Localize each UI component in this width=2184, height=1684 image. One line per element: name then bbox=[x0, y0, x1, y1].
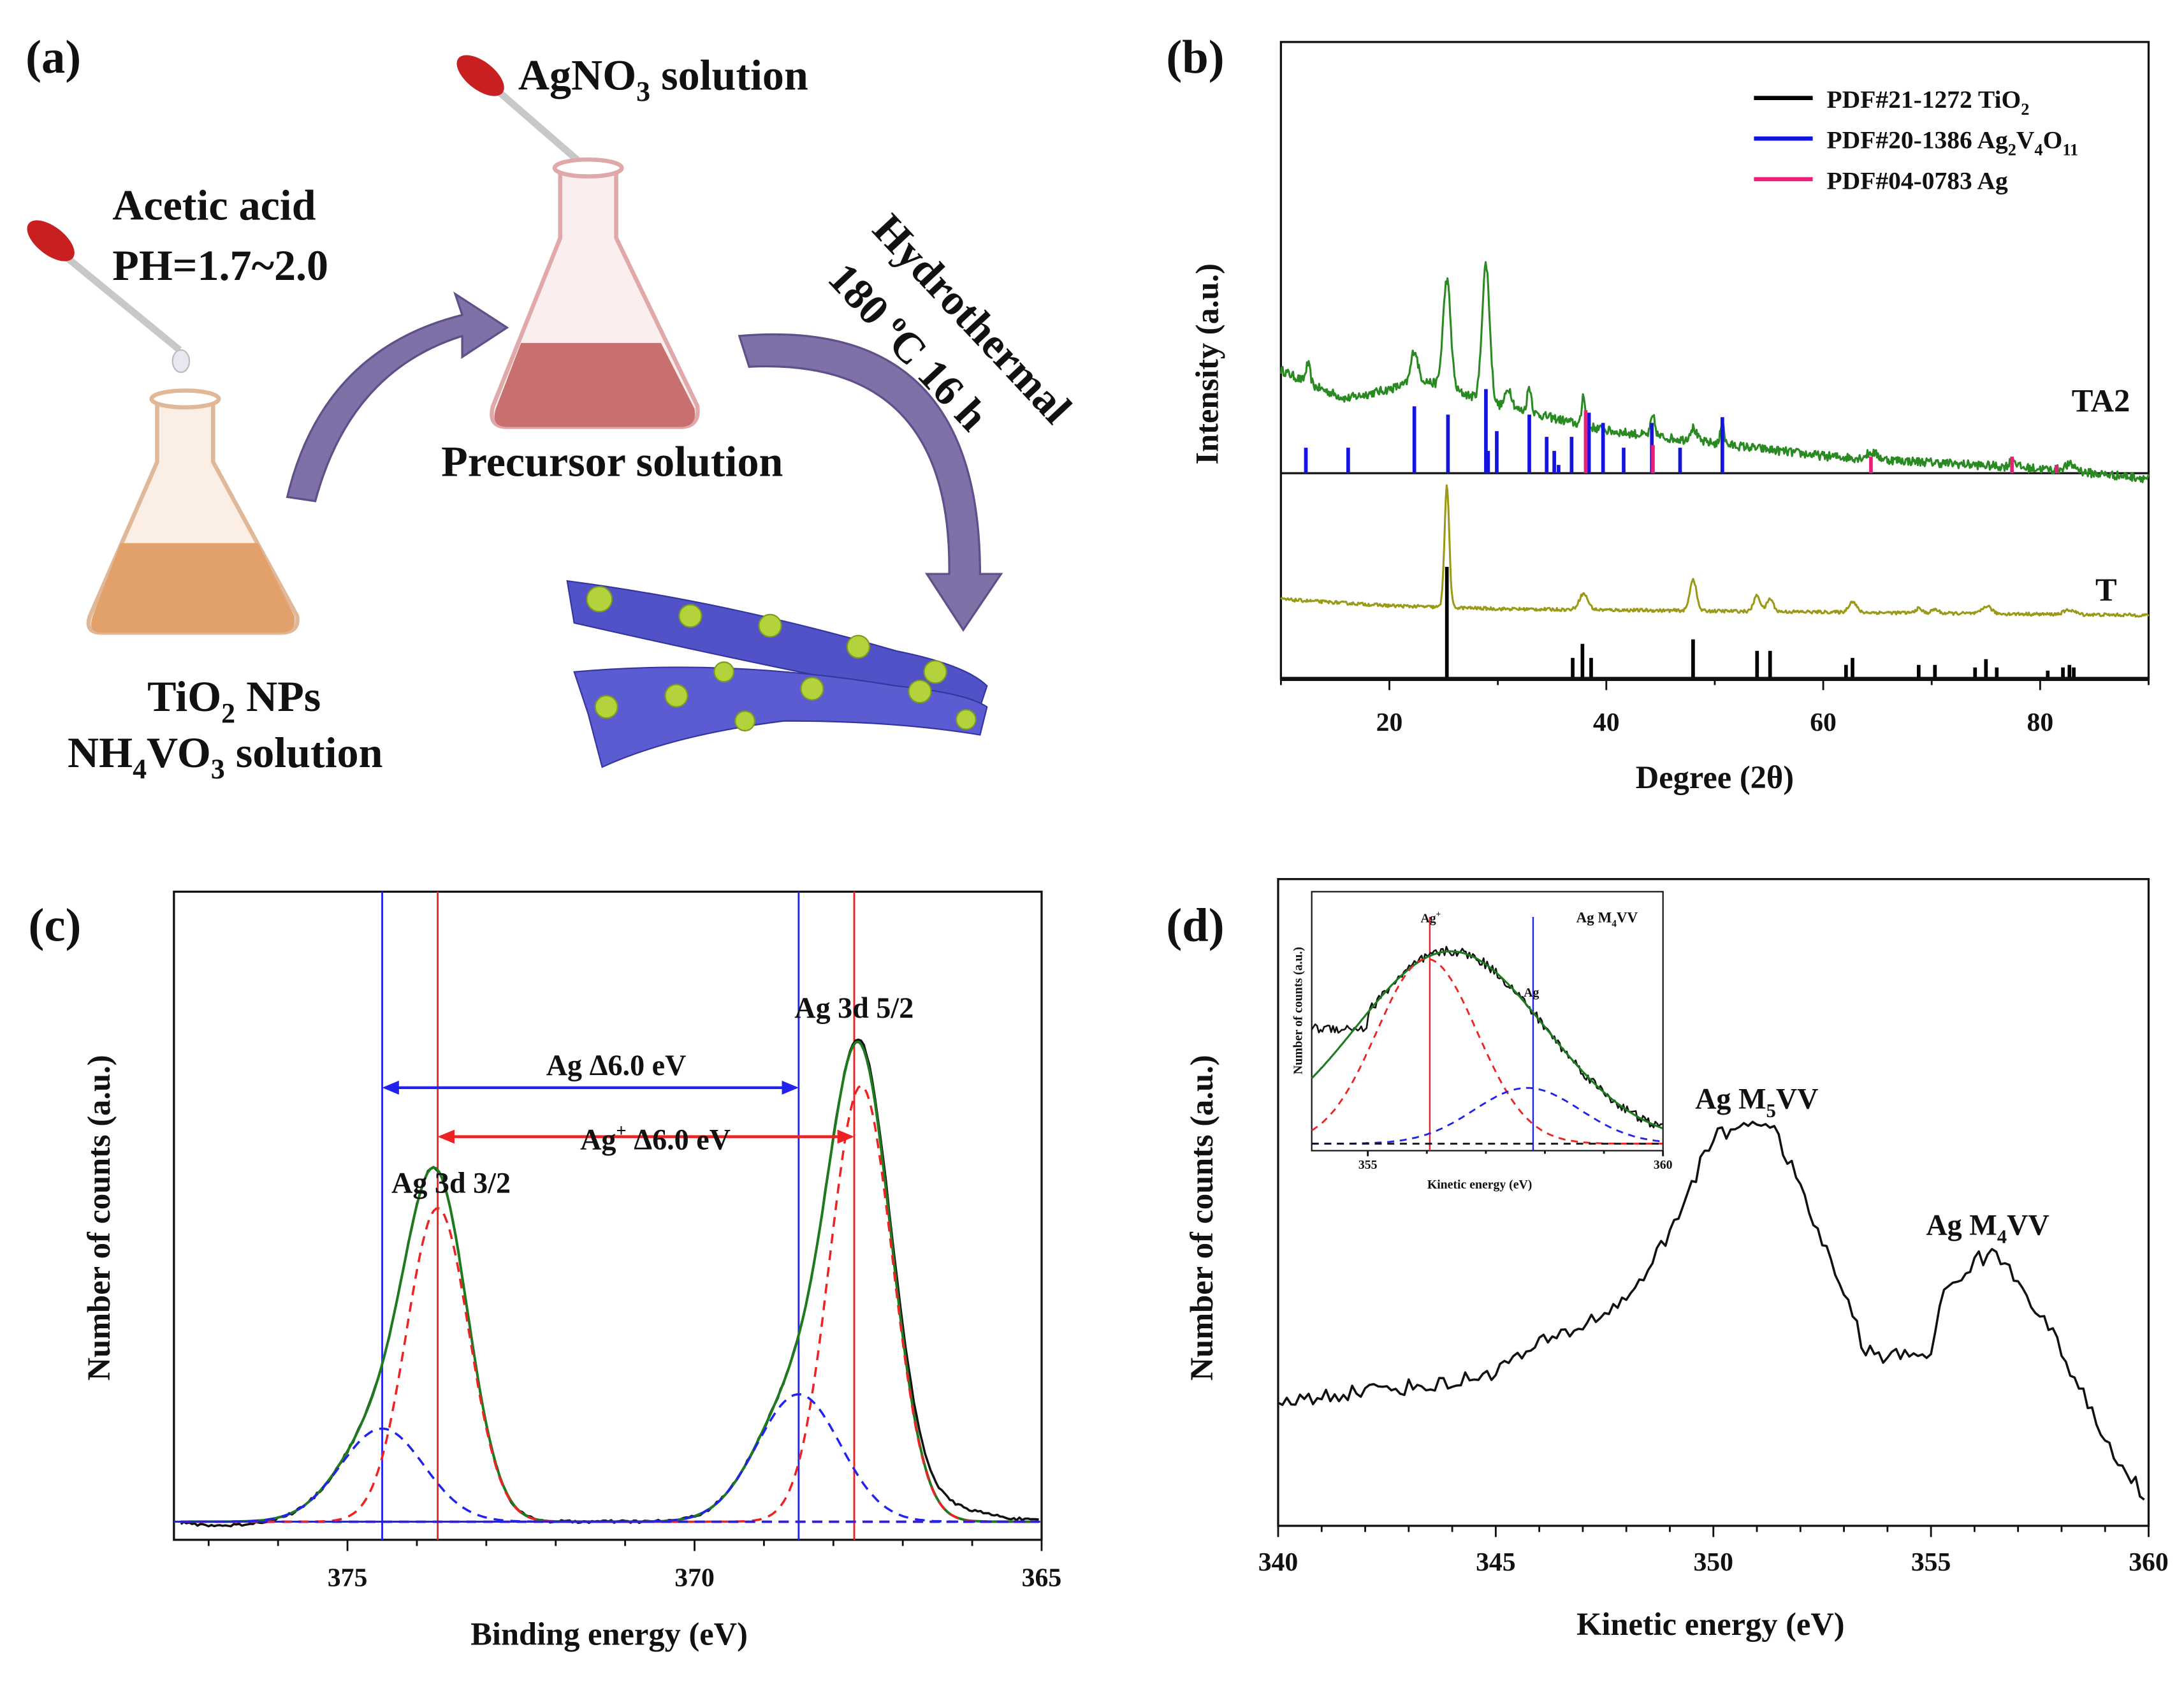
nanobelt-illustration bbox=[566, 580, 988, 768]
inset-ag-label: Ag bbox=[1524, 986, 1539, 1000]
inset-fit-line bbox=[1311, 950, 1663, 1129]
ph-label: PH=1.7~2.0 bbox=[112, 241, 328, 289]
legend: PDF#21-1272 TiO2 PDF#20-1386 Ag2V4O11 PD… bbox=[1754, 85, 2078, 194]
auger-spectrum-line bbox=[1278, 1120, 2145, 1501]
panel-d-inset-chart: Kinetic energy (eV) Number of counts (a.u… bbox=[1291, 891, 1673, 1192]
flask-precursor-icon bbox=[490, 157, 700, 429]
inset-title: Ag M4VV bbox=[1576, 909, 1638, 930]
x-tick-label: 20 bbox=[1376, 708, 1403, 737]
peak-label-m4vv: Ag M4VV bbox=[1926, 1208, 2049, 1247]
series-line-ta2 bbox=[1279, 261, 2150, 483]
component-red-dashed-line bbox=[180, 1207, 1039, 1523]
inset-y-axis-label: Number of counts (a.u.) bbox=[1291, 947, 1305, 1074]
x-tick-label: 370 bbox=[674, 1563, 715, 1592]
x-tick-label: 350 bbox=[1693, 1548, 1733, 1577]
fit-envelope-line bbox=[180, 1040, 1039, 1523]
panel-label-b: (b) bbox=[1166, 31, 1224, 84]
nh4vo3-solution-label: NH4VO3 solution bbox=[68, 728, 382, 785]
precursor-solution-label: Precursor solution bbox=[441, 437, 783, 485]
inset-x-axis-label: Kinetic energy (eV) bbox=[1427, 1178, 1532, 1192]
panel-c-xps-chart: (c) Binding energy (eV) Number of counts… bbox=[29, 890, 1062, 1652]
x-axis-label: Degree (2θ) bbox=[1636, 759, 1794, 795]
x-tick-label: 365 bbox=[1022, 1563, 1062, 1592]
x-tick-label: 360 bbox=[2129, 1548, 2169, 1577]
legend-entry-ag2v4o11: PDF#20-1386 Ag2V4O11 bbox=[1827, 126, 2079, 159]
series-line-t bbox=[1280, 484, 2150, 618]
ag-splitting-label: Ag Δ6.0 eV bbox=[546, 1049, 687, 1081]
plot-frame bbox=[173, 890, 1043, 1541]
x-tick-label: 40 bbox=[1593, 708, 1620, 737]
peak-label-3d32: Ag 3d 3/2 bbox=[391, 1166, 511, 1199]
agno3-solution-label: AgNO3 solution bbox=[518, 51, 808, 108]
peak-label-3d52: Ag 3d 5/2 bbox=[794, 992, 914, 1024]
series-label-t: T bbox=[2095, 572, 2117, 608]
x-tick-label: 375 bbox=[328, 1563, 368, 1592]
panel-c-annotations: Ag 3d 3/2 Ag 3d 5/2 Ag Δ6.0 eV Ag+ Δ6.0 … bbox=[391, 992, 914, 1199]
x-axis-label: Kinetic energy (eV) bbox=[1576, 1606, 1845, 1642]
panel-b-xrd-chart: (b) Degree (2θ) Intensity (a.u.) PDF#21-12… bbox=[1166, 31, 2150, 795]
panel-label-a: (a) bbox=[25, 31, 81, 84]
y-axis-label: Number of counts (a.u.) bbox=[1184, 1055, 1219, 1380]
curved-arrow-icon bbox=[738, 333, 1003, 632]
x-tick-label: 345 bbox=[1476, 1548, 1516, 1577]
inset-frame bbox=[1311, 891, 1664, 1152]
inset-agplus-label: Ag+ bbox=[1420, 909, 1441, 926]
legend-entry-ag: PDF#04-0783 Ag bbox=[1827, 166, 2008, 194]
panel-label-c: (c) bbox=[29, 898, 82, 951]
y-axis-label: Intensity (a.u.) bbox=[1190, 263, 1225, 465]
peak-label-m5vv: Ag M5VV bbox=[1695, 1083, 1818, 1122]
legend-entry-tio2: PDF#21-1272 TiO2 bbox=[1827, 85, 2030, 119]
x-tick-label: 355 bbox=[1911, 1548, 1951, 1577]
measured-spectrum-line bbox=[180, 1038, 1039, 1528]
component-blue-dashed-line bbox=[180, 1427, 1039, 1523]
acetic-acid-label: Acetic acid bbox=[112, 181, 316, 230]
y-axis-label: Number of counts (a.u.) bbox=[81, 1055, 117, 1380]
panel-d-auger-chart: (d) Kinetic energy (eV) Number of counts (… bbox=[1166, 878, 2169, 1642]
dropper-icon bbox=[27, 220, 191, 374]
x-tick-label: 360 bbox=[1654, 1158, 1673, 1172]
panel-a-schematic: (a) Ag bbox=[25, 31, 1081, 785]
x-tick-label: 355 bbox=[1358, 1158, 1378, 1172]
x-tick-label: 80 bbox=[2027, 708, 2053, 737]
x-axis-label: Binding energy (eV) bbox=[470, 1616, 748, 1652]
inset-red-dashed-line bbox=[1311, 958, 1663, 1145]
panel-label-d: (d) bbox=[1166, 898, 1224, 951]
x-tick-label: 60 bbox=[1810, 708, 1837, 737]
series-label-ta2: TA2 bbox=[2072, 383, 2130, 418]
flask-tio2-icon bbox=[86, 388, 300, 635]
tio2-nps-label: TiO2 NPs bbox=[147, 672, 321, 729]
agplus-splitting-label: Ag+ Δ6.0 eV bbox=[580, 1122, 731, 1156]
curved-arrow-icon bbox=[286, 291, 509, 502]
x-tick-label: 340 bbox=[1258, 1548, 1299, 1577]
